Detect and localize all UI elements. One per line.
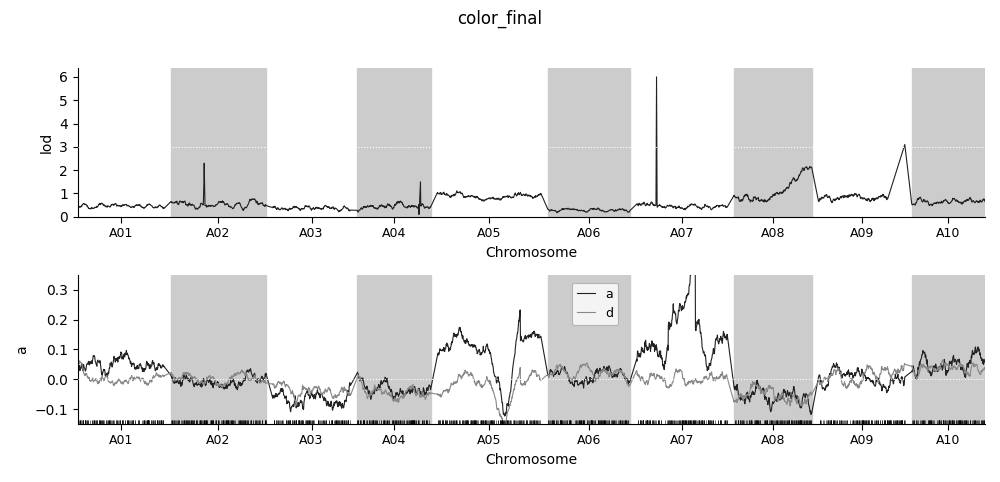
- Bar: [357, 67, 431, 217]
- Bar: [171, 275, 266, 424]
- Bar: [912, 67, 985, 217]
- X-axis label: Chromosome: Chromosome: [485, 246, 578, 260]
- Legend: a, d: a, d: [572, 282, 618, 325]
- Bar: [912, 275, 985, 424]
- d: [117, 381, 129, 387]
- a: [499, 413, 511, 419]
- Bar: [734, 275, 812, 424]
- Line: a: a: [78, 247, 985, 416]
- X-axis label: Chromosome: Chromosome: [485, 453, 578, 467]
- Bar: [548, 67, 630, 217]
- a: [117, 354, 129, 360]
- a: [72, 370, 84, 376]
- a: [924, 370, 936, 375]
- a: [754, 384, 766, 389]
- d: [979, 367, 991, 373]
- Bar: [734, 67, 812, 217]
- a: [832, 366, 844, 372]
- Bar: [171, 67, 266, 217]
- Line: d: d: [78, 360, 985, 428]
- d: [924, 363, 936, 369]
- d: [499, 425, 511, 430]
- Bar: [548, 275, 630, 424]
- d: [965, 367, 977, 373]
- d: [563, 375, 575, 381]
- Y-axis label: lod: lod: [40, 132, 54, 153]
- a: [979, 359, 991, 365]
- a: [689, 244, 701, 250]
- Y-axis label: a: a: [15, 345, 29, 354]
- Bar: [357, 275, 431, 424]
- d: [753, 383, 765, 388]
- a: [965, 361, 977, 366]
- d: [937, 357, 949, 363]
- Text: color_final: color_final: [458, 10, 542, 28]
- d: [832, 367, 844, 373]
- a: [563, 376, 575, 382]
- d: [72, 362, 84, 367]
